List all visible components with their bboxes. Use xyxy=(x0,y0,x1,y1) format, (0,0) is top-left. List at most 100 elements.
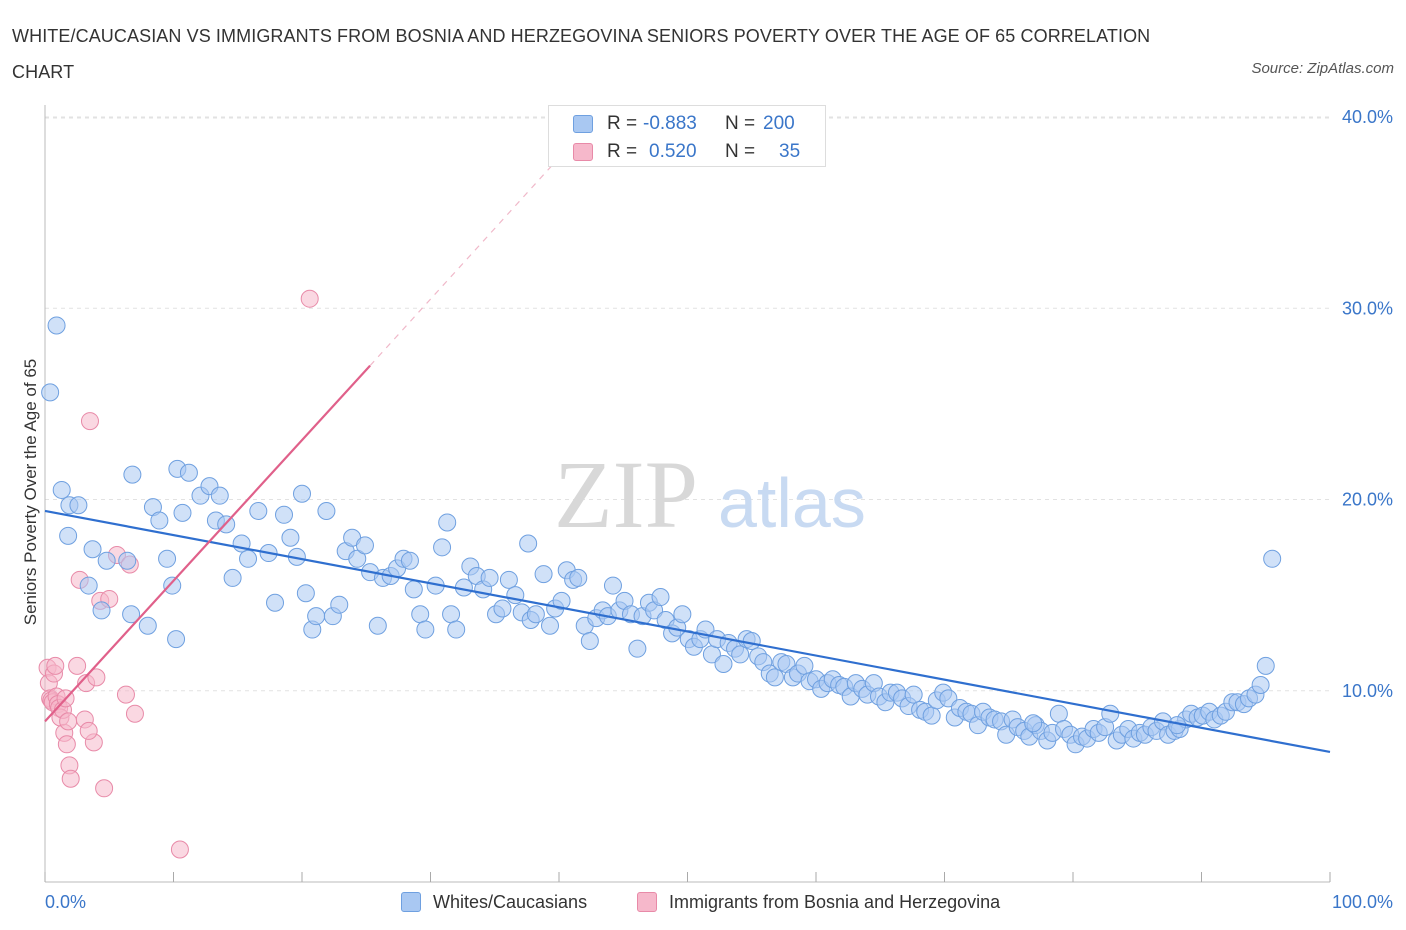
y-tick-label: 10.0% xyxy=(1342,681,1393,701)
chart-title: WHITE/CAUCASIAN VS IMMIGRANTS FROM BOSNI… xyxy=(12,26,1151,82)
legend-item-whites: Whites/Caucasians xyxy=(401,888,621,916)
data-point-whites xyxy=(442,605,461,624)
data-point-bosnia xyxy=(300,289,319,308)
data-point-whites xyxy=(904,685,923,704)
data-point-whites xyxy=(603,576,622,595)
data-point-whites xyxy=(580,632,599,651)
data-point-whites xyxy=(493,599,512,618)
grid-lines xyxy=(45,116,1330,692)
data-point-whites xyxy=(330,595,349,614)
r-label: R = xyxy=(607,113,638,134)
r-label: R = xyxy=(607,141,638,162)
data-point-whites xyxy=(416,620,435,639)
legend-swatch-pink xyxy=(637,892,657,912)
r-value: -0.883 xyxy=(643,113,697,134)
stats-swatch-pink xyxy=(573,143,593,161)
x-tick-label: 100.0% xyxy=(1332,892,1393,912)
n-label: N = xyxy=(725,141,756,162)
trend-line-bosnia xyxy=(44,364,371,723)
data-point-bosnia xyxy=(61,769,80,788)
data-point-whites xyxy=(266,593,285,612)
legend-label: Immigrants from Bosnia and Herzegovina xyxy=(669,892,1001,912)
data-point-bosnia xyxy=(125,704,144,723)
data-point-whites xyxy=(411,605,430,624)
data-point-whites xyxy=(1101,704,1120,723)
data-point-whites xyxy=(83,540,102,559)
data-point-whites xyxy=(249,501,268,520)
data-point-whites xyxy=(296,584,315,603)
data-point-bosnia xyxy=(80,412,99,431)
data-point-whites xyxy=(223,568,242,587)
data-point-whites xyxy=(179,463,198,482)
tick-labels: 10.0% 20.0% 30.0% 40.0% 0.0% 100.0% xyxy=(45,107,1393,912)
data-point-whites xyxy=(1024,714,1043,733)
data-point-whites xyxy=(138,616,157,635)
data-point-whites xyxy=(628,639,647,658)
data-point-whites xyxy=(275,505,294,524)
stats-row-pink: R = 0.520 N = 35 xyxy=(573,139,813,165)
data-point-bosnia xyxy=(170,840,189,859)
data-point-whites xyxy=(59,526,78,545)
data-point-bosnia xyxy=(95,779,114,798)
data-point-whites xyxy=(122,605,141,624)
blue-points xyxy=(41,316,1282,754)
data-point-whites xyxy=(239,549,258,568)
axes xyxy=(44,105,1331,883)
data-point-bosnia xyxy=(57,735,76,754)
data-point-whites xyxy=(1256,656,1275,675)
watermark-zip: ZIP xyxy=(554,441,698,548)
data-point-whites xyxy=(47,316,66,335)
data-point-whites xyxy=(150,511,169,530)
data-point-whites xyxy=(534,565,553,584)
data-point-whites xyxy=(742,632,761,651)
trend-line-whites xyxy=(44,509,1331,754)
stats-swatch-blue xyxy=(573,115,593,133)
data-point-whites xyxy=(433,538,452,557)
data-point-whites xyxy=(541,616,560,635)
data-point-whites xyxy=(118,551,137,570)
r-value: 0.520 xyxy=(649,141,697,162)
data-point-whites xyxy=(41,383,60,402)
data-point-whites xyxy=(438,513,457,532)
legend-label: Whites/Caucasians xyxy=(433,892,588,912)
legend-item-bosnia: Immigrants from Bosnia and Herzegovina xyxy=(637,888,1057,916)
data-point-whites xyxy=(281,528,300,547)
data-point-bosnia xyxy=(59,712,78,731)
data-point-whites xyxy=(1263,549,1282,568)
data-point-bosnia xyxy=(68,656,87,675)
trend-lines xyxy=(44,164,1331,754)
data-point-whites xyxy=(552,591,571,610)
stats-legend: R = -0.883 N = 200 R = 0.520 N = 35 xyxy=(548,105,826,167)
data-point-bosnia xyxy=(116,685,135,704)
y-tick-label: 40.0% xyxy=(1342,107,1393,127)
data-point-bosnia xyxy=(46,656,65,675)
data-point-whites xyxy=(714,654,733,673)
data-point-whites xyxy=(307,607,326,626)
pink-points xyxy=(38,289,319,859)
data-point-whites xyxy=(97,551,116,570)
data-point-whites xyxy=(404,580,423,599)
data-point-whites xyxy=(480,568,499,587)
n-value: 200 xyxy=(763,113,795,134)
data-point-whites xyxy=(569,568,588,587)
data-point-whites xyxy=(400,551,419,570)
y-axis-title: Seniors Poverty Over the Age of 65 xyxy=(21,359,40,625)
data-point-whites xyxy=(731,645,750,664)
x-tick-label: 0.0% xyxy=(45,892,86,912)
y-tick-label: 30.0% xyxy=(1342,298,1393,318)
legend-swatch-blue xyxy=(401,892,421,912)
data-point-whites xyxy=(293,484,311,503)
stats-row-blue: R = -0.883 N = 200 xyxy=(573,111,813,137)
data-point-whites xyxy=(210,486,229,505)
data-point-whites xyxy=(355,536,374,555)
data-point-whites xyxy=(158,549,177,568)
data-point-whites xyxy=(52,480,71,499)
data-point-bosnia xyxy=(79,721,98,740)
data-point-whites xyxy=(765,668,784,687)
data-point-whites xyxy=(499,570,518,589)
data-point-whites xyxy=(526,605,545,624)
data-point-whites xyxy=(163,576,182,595)
source-label: Source: ZipAtlas.com xyxy=(1251,60,1394,77)
data-point-whites xyxy=(673,605,692,624)
